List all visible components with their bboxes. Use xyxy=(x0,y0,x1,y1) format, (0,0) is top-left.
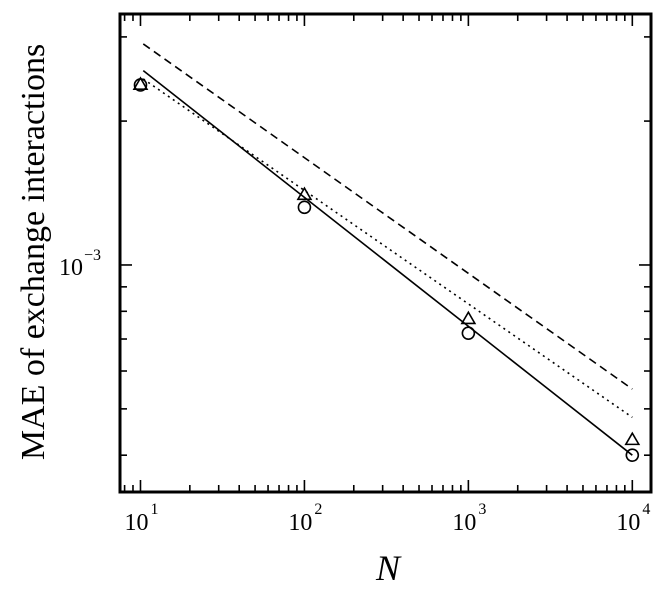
circle-marker xyxy=(625,448,640,462)
x-tick-label: 10 xyxy=(452,510,476,536)
axis-ticks xyxy=(120,14,651,492)
x-tick-exponent: 2 xyxy=(314,501,322,518)
triangle-marker xyxy=(132,76,149,90)
x-tick-exponent: 3 xyxy=(478,501,486,518)
y-axis-title: MAE of exchange interactions xyxy=(15,44,52,460)
triangle-marker xyxy=(296,186,313,201)
triangle-marker xyxy=(624,431,641,446)
y-tick-label: 10 xyxy=(59,255,83,281)
dashed-fit-line xyxy=(142,43,633,390)
y-tick-exponent: −3 xyxy=(84,247,101,264)
fit-lines xyxy=(142,43,633,456)
dotted-fit-line xyxy=(142,78,633,418)
solid-fit-line xyxy=(142,70,633,456)
data-markers xyxy=(132,76,641,462)
plot-frame xyxy=(118,12,653,494)
circle-marker xyxy=(461,326,476,340)
x-axis-title: N xyxy=(375,548,402,588)
x-tick-label: 10 xyxy=(616,510,640,536)
x-tick-label: 10 xyxy=(288,510,312,536)
x-tick-label: 10 xyxy=(124,510,148,536)
triangle-marker xyxy=(460,310,477,325)
x-tick-exponent: 4 xyxy=(642,501,650,518)
circle-marker xyxy=(297,200,312,215)
x-tick-exponent: 1 xyxy=(150,501,158,518)
